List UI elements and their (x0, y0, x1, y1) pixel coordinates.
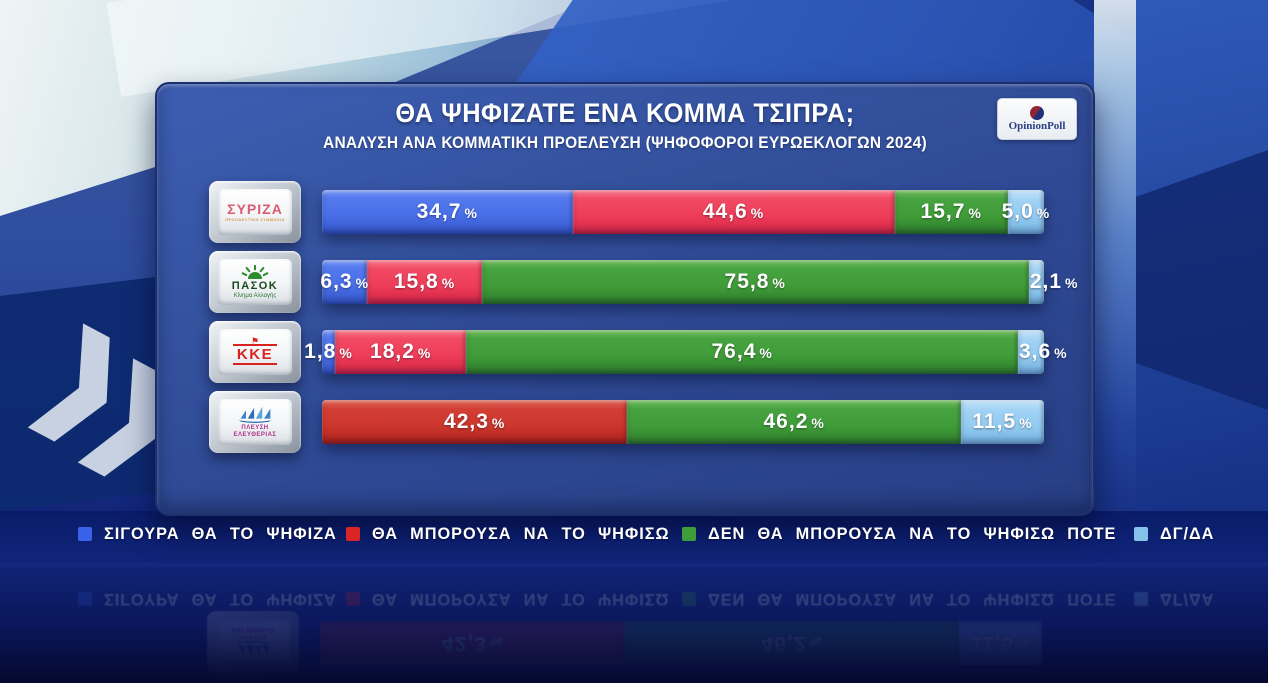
bar-segment-certain: 1,8% (304, 330, 352, 374)
bar-segment-never: 76,4% (466, 330, 1018, 374)
stacked-bar: 1,8% 18,2% 76,4% 3,6% (304, 330, 1067, 374)
pasok-sun-icon (241, 264, 269, 279)
party-name: ΣΥΡΙΖΑ (227, 200, 283, 217)
chart-row-plefsi: ΠΛΕΥΣΗ ΕΛΕΥΘΕΡΙΑΣ 42,3% 46,2% 11,5% (157, 391, 1093, 453)
backdrop-right-wedge (1136, 150, 1268, 410)
page-subtitle: ΑΝΑΛΥΣΗ ΑΝΑ ΚΟΜΜΑΤΙΚΗ ΠΡΟΕΛΕΥΣΗ (ΨΗΦΟΦΟΡ… (322, 134, 928, 152)
opinionpoll-circle-icon (1030, 106, 1044, 120)
bar-segment-dk: 2,1% (1028, 260, 1077, 304)
legend-item-could: ΘΑ ΜΠΟΡΟΥΣΑ ΝΑ ΤΟ ΨΗΦΙΣΩ (346, 524, 682, 544)
legend-swatch-red (346, 527, 361, 541)
legend-item-certain: ΣΙΓΟΥΡΑ ΘΑ ΤΟ ΨΗΦΙΖΑ (78, 524, 346, 544)
legend-band (0, 511, 1268, 565)
bar-segment-never: 46,2% (627, 400, 961, 444)
opinionpoll-logo: OpinionPoll (997, 98, 1077, 140)
chart-row-pasok: ΠΑΣΟΚ Κίνημα Αλλαγής 6,3% 15,8% 75,8% 2,… (157, 251, 1093, 313)
stacked-bar: 34,7% 44,6% 15,7% 5,0% (322, 190, 1049, 234)
bar-segment-dk: 3,6% (1017, 330, 1067, 374)
reflection-fade (0, 566, 1268, 683)
bar-segment-never: 15,7% (894, 190, 1008, 234)
plefsi-ship-icon (238, 407, 272, 424)
bar-segment-could: 42,3% (322, 400, 628, 444)
page-title: ΘΑ ΨΗΦΙΖΑΤΕ ΕΝΑ ΚΟΜΜΑ ΤΣΙΠΡΑ; (395, 98, 855, 128)
chart-row-syriza: ΣΥΡΙΖΑ ΠΡΟΟΔΕΥΤΙΚΗ ΣΥΜΜΑΧΙΑ 34,7% 44,6% … (157, 181, 1093, 243)
bar-segment-certain: 34,7% (322, 190, 573, 234)
party-subname: ΕΛΕΥΘΕΡΙΑΣ (233, 432, 277, 438)
party-name: ΠΛΕΥΣΗ (241, 425, 269, 432)
legend-item-dk: ΔΓ/ΔΑ (1133, 524, 1217, 544)
kke-flag-icon: ⚑ (250, 335, 260, 346)
party-logo-kke: ⚑ ΚΚΕ (209, 321, 301, 383)
legend-swatch-lightblue (1133, 527, 1148, 541)
stacked-bar: 42,3% 46,2% 11,5% (322, 400, 1044, 444)
party-logo-plefsi: ΠΛΕΥΣΗ ΕΛΕΥΘΕΡΙΑΣ (209, 391, 301, 453)
legend: ΣΙΓΟΥΡΑ ΘΑ ΤΟ ΨΗΦΙΖΑ ΘΑ ΜΠΟΡΟΥΣΑ ΝΑ ΤΟ Ψ… (0, 524, 1268, 544)
party-name: ΚΚΕ (232, 343, 278, 365)
backdrop-right-band (1094, 0, 1136, 565)
bar-segment-could: 44,6% (572, 190, 895, 234)
legend-swatch-blue (78, 527, 92, 541)
poll-panel: ΘΑ ΨΗΦΙΖΑΤΕ ΕΝΑ ΚΟΜΜΑ ΤΣΙΠΡΑ; ΑΝΑΛΥΣΗ ΑΝ… (155, 82, 1095, 516)
bar-segment-never: 75,8% (481, 260, 1029, 304)
party-subname: ΠΡΟΟΔΕΥΤΙΚΗ ΣΥΜΜΑΧΙΑ (225, 217, 285, 222)
bar-segment-could: 18,2% (334, 330, 467, 374)
party-logo-pasok: ΠΑΣΟΚ Κίνημα Αλλαγής (209, 251, 301, 313)
party-name: ΠΑΣΟΚ (231, 279, 279, 292)
opinionpoll-logo-text: OpinionPoll (1008, 120, 1066, 132)
party-subname: Κίνημα Αλλαγής (233, 292, 277, 299)
chart-row-kke: ⚑ ΚΚΕ 1,8% 18,2% 76,4% 3,6% (157, 321, 1093, 383)
bar-segment-could: 15,8% (367, 260, 482, 304)
bar-segment-dk: 11,5% (960, 400, 1044, 444)
legend-swatch-green (682, 527, 697, 541)
reflection: ΠΛΕΥΣΗ ΕΛΕΥΘΕΡΙΑΣ 42,3% 46,2% 11,5% Σ (0, 566, 1268, 683)
stacked-bar: 6,3% 15,8% 75,8% 2,1% (320, 260, 1077, 304)
party-logo-syriza: ΣΥΡΙΖΑ ΠΡΟΟΔΕΥΤΙΚΗ ΣΥΜΜΑΧΙΑ (209, 181, 301, 243)
legend-item-never: ΔΕΝ ΘΑ ΜΠΟΡΟΥΣΑ ΝΑ ΤΟ ΨΗΦΙΣΩ ΠΟΤΕ (682, 524, 1133, 544)
bar-segment-dk: 5,0% (1002, 190, 1049, 234)
bar-segment-certain: 6,3% (320, 260, 368, 304)
